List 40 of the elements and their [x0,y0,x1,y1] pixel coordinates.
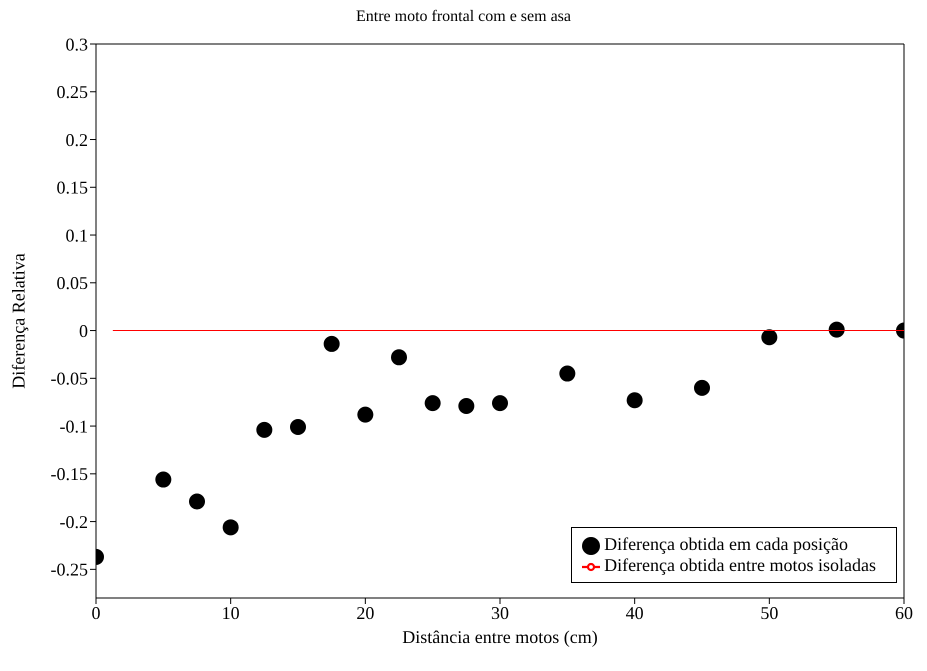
x-tick-label: 60 [895,602,913,623]
y-tick-label: 0.2 [66,130,88,150]
x-tick-label: 50 [760,602,778,623]
y-tick-label: -0.2 [60,512,88,532]
y-tick-label: 0.15 [56,178,88,198]
x-tick-label: 20 [356,602,374,623]
point [391,349,407,366]
x-tick-label: 10 [222,602,240,623]
point [458,398,474,414]
y-tick-label: 0 [79,320,88,341]
y-tick-label: 0.1 [66,225,88,246]
y-tick-label: -0.05 [50,368,88,389]
x-tick-label: 40 [626,602,644,623]
y-tick-label: -0.25 [50,560,88,580]
point [357,406,374,423]
point [222,519,239,536]
point [694,380,710,396]
y-tick-label: -0.1 [60,416,88,436]
point [189,494,205,510]
x-tick-label: 0 [92,602,100,623]
point [256,422,272,438]
x-axis-title: Distância entre motos (cm) [402,627,598,647]
point [761,329,778,346]
x-tick-label: 30 [491,602,509,623]
legend-label: Diferença obtida entre motos isoladas [604,555,876,575]
y-axis-title: Diferença Relativa [8,253,28,389]
point [324,336,340,352]
y-tick-label: -0.15 [50,464,88,484]
y-tick-label: 0.25 [56,82,88,102]
point [424,395,441,412]
point [828,322,845,338]
point [492,395,508,412]
point [155,472,172,488]
y-tick-label: 0.05 [56,273,88,294]
point [290,419,306,436]
point [559,366,576,382]
legend-label: Diferença obtida em cada posição [604,534,848,554]
y-tick-label: 0.3 [66,34,88,54]
point [626,392,643,408]
chart-title: Entre moto frontal com e sem asa [354,8,572,26]
